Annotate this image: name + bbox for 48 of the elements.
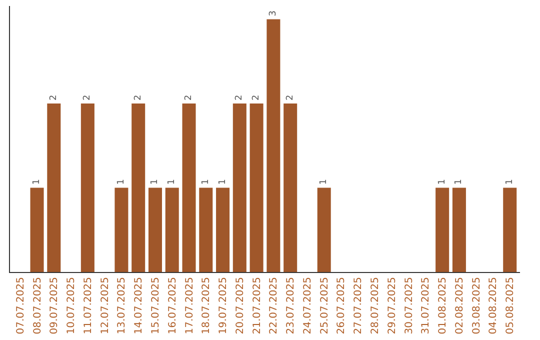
x-tick-label: 19.07.2025 [218, 277, 230, 334]
x-tick-label: 04.08.2025 [488, 277, 500, 334]
x-tick-label: 13.07.2025 [116, 277, 128, 334]
data-label: 3 [268, 10, 278, 16]
x-tick-label: 02.08.2025 [454, 277, 466, 334]
data-label: 1 [167, 179, 178, 185]
x-tick-label: 26.07.2025 [336, 277, 348, 334]
data-label: 2 [285, 94, 296, 101]
x-tick-label: 23.07.2025 [286, 277, 297, 334]
x-tick-label: 01.08.2025 [438, 277, 449, 334]
x-tick-label: 31.07.2025 [420, 277, 432, 334]
x-tick-label: 03.08.2025 [471, 277, 482, 334]
data-label: 1 [437, 179, 448, 185]
data-label: 1 [319, 179, 330, 185]
data-label: 1 [454, 179, 464, 185]
x-tick-label: 05.08.2025 [505, 277, 516, 334]
x-tick-label: 20.07.2025 [234, 277, 246, 334]
x-tick-label: 07.07.2025 [15, 277, 26, 334]
x-tick-label: 17.07.2025 [184, 277, 196, 334]
x-tick-label: 18.07.2025 [201, 277, 212, 334]
data-label: 1 [32, 179, 42, 185]
x-tick-label: 27.07.2025 [353, 277, 364, 334]
x-tick-label: 12.07.2025 [100, 277, 111, 334]
data-label: 1 [218, 179, 228, 185]
x-tick-label: 24.07.2025 [302, 277, 314, 334]
x-tick-label: 09.07.2025 [49, 277, 60, 334]
x-tick-label: 10.07.2025 [66, 277, 78, 334]
data-label: 2 [48, 94, 59, 101]
x-tick-label: 16.07.2025 [167, 277, 178, 334]
x-tick-label: 15.07.2025 [150, 277, 162, 334]
x-tick-label: 30.07.2025 [404, 277, 415, 334]
data-label: 2 [234, 94, 245, 101]
data-label: 2 [133, 94, 144, 101]
x-tick-label: 28.07.2025 [370, 277, 382, 334]
data-label: 1 [116, 179, 126, 185]
x-tick-label: 21.07.2025 [252, 277, 263, 334]
x-tick-label: 29.07.2025 [386, 277, 398, 334]
x-tick-label: 08.07.2025 [32, 277, 44, 334]
x-tick-label: 22.07.2025 [268, 277, 280, 334]
data-label: 1 [504, 179, 515, 185]
x-tick-label: 14.07.2025 [134, 277, 145, 334]
x-tick-label: 25.07.2025 [319, 277, 330, 334]
x-tick-label: 11.07.2025 [82, 277, 94, 334]
data-label: 2 [184, 94, 194, 101]
data-label: 1 [150, 179, 160, 185]
data-label: 2 [82, 94, 93, 101]
data-label: 1 [200, 179, 211, 185]
data-label: 2 [252, 94, 262, 101]
